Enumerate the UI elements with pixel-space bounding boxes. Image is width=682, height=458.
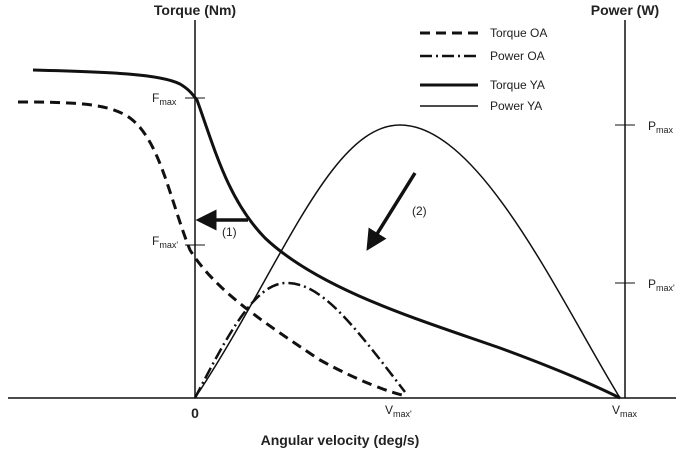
x-axis-title: Angular velocity (deg/s) [261, 432, 420, 448]
right-axis-title: Power (W) [591, 2, 659, 18]
vmax-label: Vmax [612, 403, 638, 419]
vmax-prime-label: Vmax' [385, 403, 412, 419]
arrow-2 [366, 172, 417, 251]
annotation: (2) [412, 204, 427, 218]
origin-label: 0 [191, 405, 199, 421]
pmax-prime-label: Pmax' [648, 277, 675, 293]
torque-ya [32, 68, 621, 400]
fmax-prime-label: Fmax' [152, 234, 178, 250]
annotation: (1) [222, 225, 237, 239]
fmax-label: Fmax [152, 91, 177, 107]
left-axis-title: Torque (Nm) [154, 2, 236, 18]
legend-label: Power YA [490, 99, 542, 113]
legend-label: Power OA [490, 49, 545, 63]
power-oa [193, 281, 406, 399]
legend-label: Torque YA [490, 78, 545, 92]
torque-oa [17, 100, 403, 397]
power-ya [194, 124, 621, 399]
pmax-label: Pmax [648, 119, 674, 135]
legend-label: Torque OA [490, 26, 547, 40]
